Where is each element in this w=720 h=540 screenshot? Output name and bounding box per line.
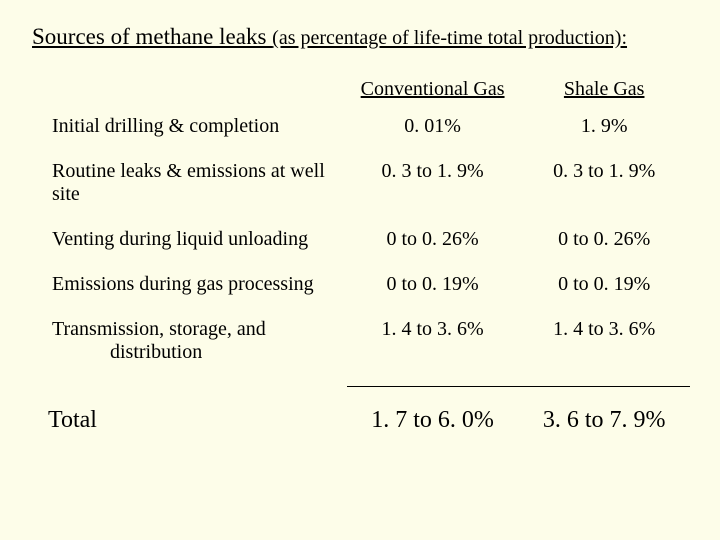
row-label: Venting during liquid unloading bbox=[30, 228, 347, 273]
table-header-row: Conventional Gas Shale Gas bbox=[30, 78, 690, 115]
row-label-line1: Transmission, storage, and bbox=[52, 318, 266, 340]
page-title: Sources of methane leaks (as percentage … bbox=[32, 24, 690, 50]
row-shale: 1. 9% bbox=[518, 115, 690, 160]
row-conv: 0 to 0. 19% bbox=[347, 273, 519, 318]
header-blank bbox=[30, 78, 347, 115]
total-conv: 1. 7 to 6. 0% bbox=[347, 399, 519, 434]
row-shale: 0. 3 to 1. 9% bbox=[518, 160, 690, 228]
rule-blank bbox=[30, 386, 347, 399]
header-shale: Shale Gas bbox=[518, 78, 690, 115]
methane-table: Conventional Gas Shale Gas Initial drill… bbox=[30, 78, 690, 434]
row-conv: 0 to 0. 26% bbox=[347, 228, 519, 273]
row-label: Initial drilling & completion bbox=[30, 115, 347, 160]
rule-row bbox=[30, 386, 690, 399]
row-label: Routine leaks & emissions at well site bbox=[30, 160, 347, 228]
row-label: Transmission, storage, and distribution bbox=[30, 318, 347, 386]
header-conventional: Conventional Gas bbox=[347, 78, 519, 115]
row-conv: 0. 3 to 1. 9% bbox=[347, 160, 519, 228]
total-shale: 3. 6 to 7. 9% bbox=[518, 399, 690, 434]
row-label-line2: distribution bbox=[52, 341, 347, 364]
row-conv: 0. 01% bbox=[347, 115, 519, 160]
title-main: Sources of methane leaks bbox=[32, 24, 272, 49]
table-row: Routine leaks & emissions at well site 0… bbox=[30, 160, 690, 228]
table-row: Emissions during gas processing 0 to 0. … bbox=[30, 273, 690, 318]
row-shale: 1. 4 to 3. 6% bbox=[518, 318, 690, 386]
total-rule bbox=[347, 386, 690, 399]
row-shale: 0 to 0. 19% bbox=[518, 273, 690, 318]
row-label: Emissions during gas processing bbox=[30, 273, 347, 318]
table-row: Venting during liquid unloading 0 to 0. … bbox=[30, 228, 690, 273]
total-row: Total 1. 7 to 6. 0% 3. 6 to 7. 9% bbox=[30, 399, 690, 434]
row-conv: 1. 4 to 3. 6% bbox=[347, 318, 519, 386]
row-shale: 0 to 0. 26% bbox=[518, 228, 690, 273]
table-row: Initial drilling & completion 0. 01% 1. … bbox=[30, 115, 690, 160]
total-label: Total bbox=[30, 399, 347, 434]
title-sub: (as percentage of life-time total produc… bbox=[272, 27, 627, 49]
table-row: Transmission, storage, and distribution … bbox=[30, 318, 690, 386]
